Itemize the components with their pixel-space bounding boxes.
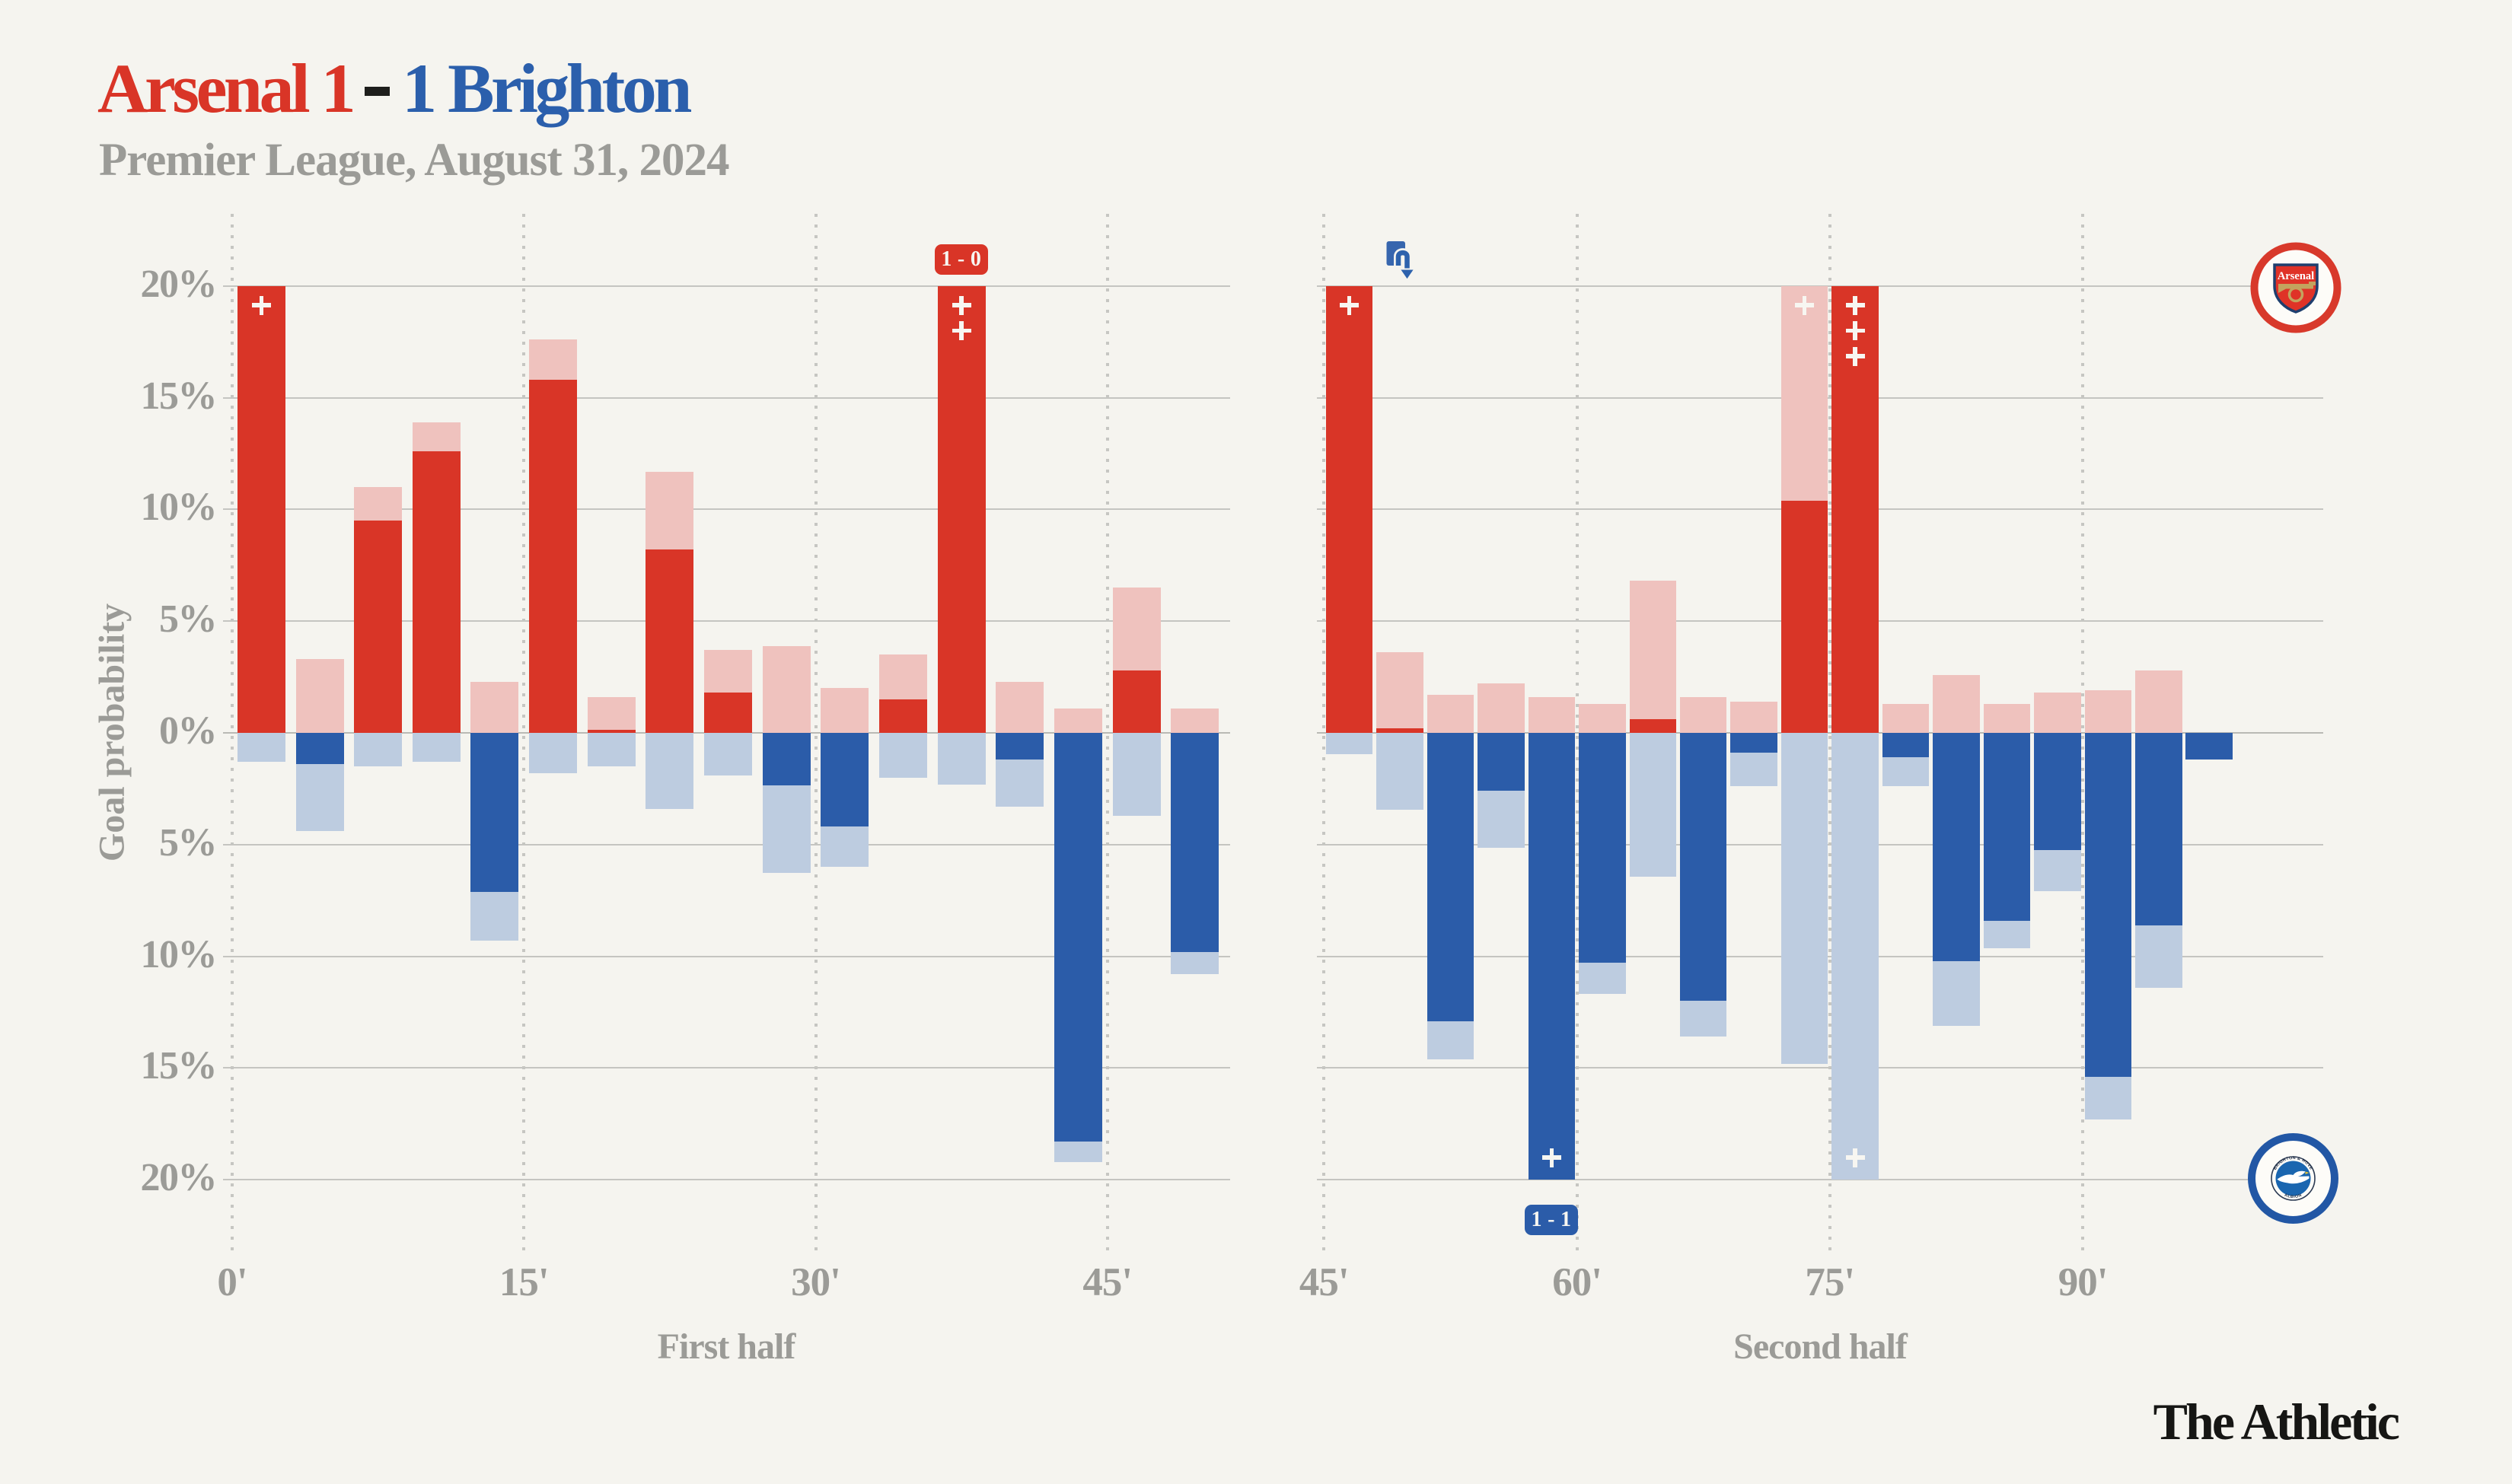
svg-text:ALBION: ALBION	[2284, 1193, 2303, 1200]
svg-text:Arsenal: Arsenal	[2278, 270, 2314, 282]
